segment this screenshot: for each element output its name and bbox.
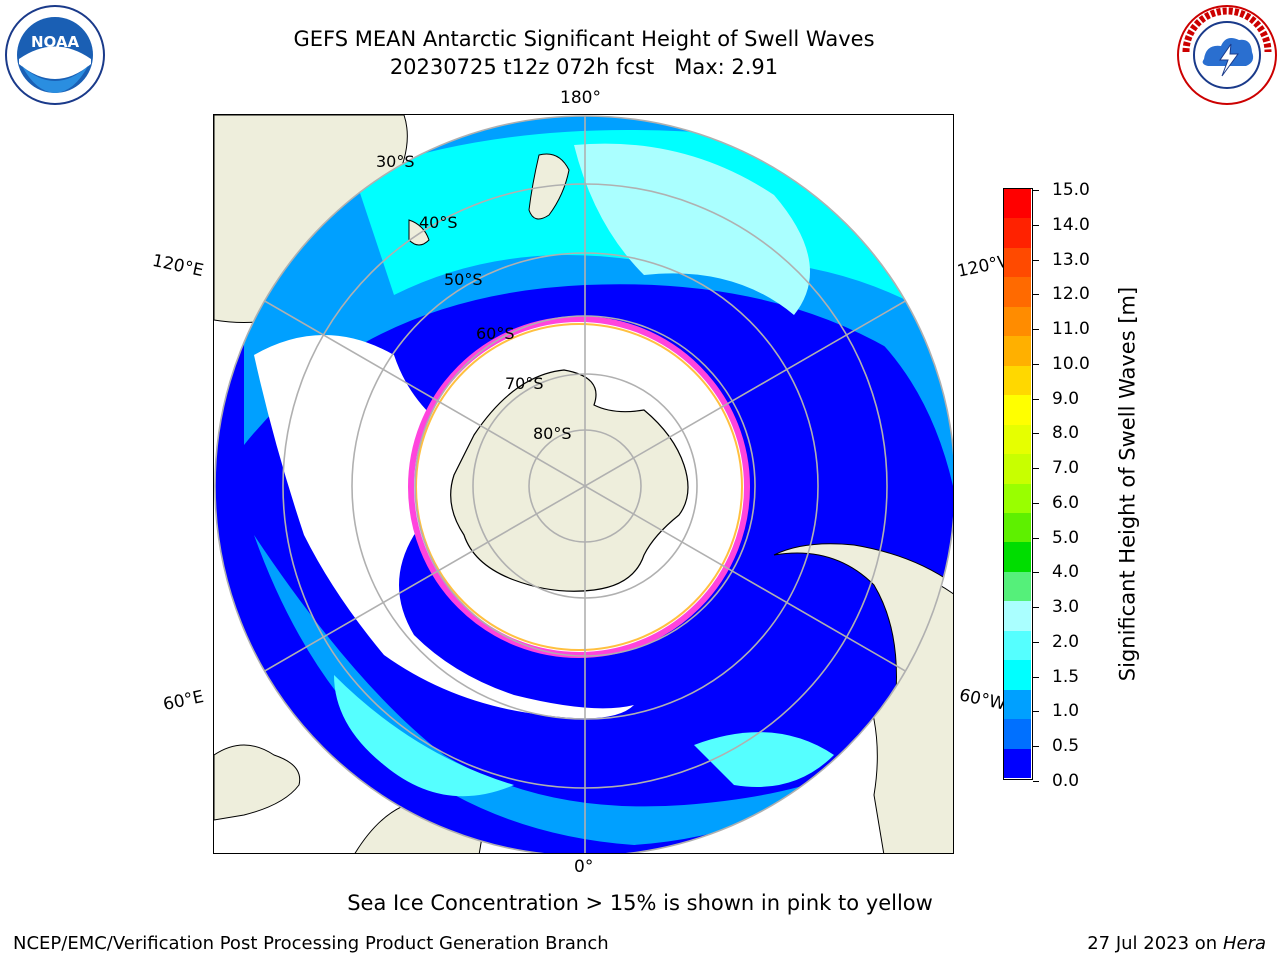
colorbar-segment [1004,571,1031,602]
colorbar-tick-mark [1033,363,1039,365]
colorbar-tick-label: 9.0 [1052,388,1080,409]
colorbar-label: Significant Height of Swell Waves [m] [1115,286,1140,682]
lon-label-180: 180° [560,88,601,108]
colorbar-tick-mark [1033,781,1039,782]
noaa-logo-icon: NOAA [5,5,105,105]
lon-label-120e: 120°E [150,250,206,282]
colorbar-tick-mark [1033,746,1039,748]
colorbar-segment [1004,630,1031,661]
colorbar-tick-label: 4.0 [1052,562,1080,583]
colorbar-tick-label: 2.0 [1052,631,1080,652]
colorbar-segment [1004,365,1031,396]
colorbar-segment [1004,306,1031,337]
chart-title-line1: GEFS MEAN Antarctic Significant Height o… [293,27,875,51]
colorbar-segment [1004,454,1031,484]
lat-label-50s: 50°S [444,270,483,289]
colorbar-segment [1004,189,1031,219]
colorbar-segment [1004,395,1031,426]
svg-text:NOAA: NOAA [31,33,80,51]
colorbar-segment [1004,512,1031,543]
lon-label-60w: 60°W [957,685,1008,715]
colorbar-tick-mark [1033,190,1039,191]
colorbar-segment [1004,660,1031,691]
colorbar-segment [1004,247,1031,278]
colorbar-tick-label: 11.0 [1052,319,1090,340]
lat-label-80s: 80°S [533,424,572,443]
colorbar-segment [1004,689,1031,720]
colorbar-tick-mark [1033,572,1039,574]
colorbar [1003,188,1033,780]
lat-label-70s: 70°S [505,374,544,393]
colorbar-tick-mark [1033,259,1039,261]
colorbar-tick-mark [1033,711,1039,713]
colorbar-tick-mark [1033,607,1039,609]
colorbar-segment [1004,748,1031,779]
host-name: Hera [1222,933,1266,954]
lat-label-30s: 30°S [376,152,415,171]
colorbar-tick-mark [1033,502,1039,504]
lon-label-60e: 60°E [161,686,206,716]
sea-ice-footnote: Sea Ice Concentration > 15% is shown in … [347,891,933,915]
colorbar-segment [1004,719,1031,750]
colorbar-tick-label: 7.0 [1052,458,1080,479]
lon-label-0: 0° [574,857,594,877]
colorbar-segment [1004,542,1031,573]
colorbar-segment [1004,336,1031,367]
colorbar-tick-label: 0.5 [1052,736,1080,757]
colorbar-tick-label: 0.0 [1052,771,1080,791]
credit-text: NCEP/EMC/Verification Post Processing Pr… [13,933,609,954]
colorbar-tick-mark [1033,468,1039,470]
colorbar-tick-label: 1.0 [1052,701,1080,722]
colorbar-tick-label: 6.0 [1052,492,1080,513]
chart-title-line2: 20230725 t12z 072h fcst Max: 2.91 [389,55,779,79]
colorbar-segment [1004,483,1031,514]
polar-map [213,114,954,854]
colorbar-tick-label: 5.0 [1052,527,1080,548]
colorbar-tick-label: 12.0 [1052,284,1090,305]
colorbar-tick-mark [1033,641,1039,643]
colorbar-tick-label: 10.0 [1052,353,1090,374]
colorbar-tick-mark [1033,329,1039,331]
lat-label-40s: 40°S [419,213,458,232]
colorbar-tick-label: 8.0 [1052,423,1080,444]
colorbar-tick-label: 15.0 [1052,180,1090,200]
colorbar-tick-mark [1033,224,1039,226]
colorbar-tick-mark [1033,294,1039,296]
date-stamp: 27 Jul 2023 on Hera [1087,933,1266,954]
colorbar-segment [1004,277,1031,308]
colorbar-segment [1004,424,1031,455]
lat-label-60s: 60°S [476,324,515,343]
date-text: 27 Jul 2023 on [1087,933,1223,954]
colorbar-tick-label: 1.5 [1052,666,1080,687]
colorbar-segment [1004,601,1031,632]
colorbar-tick-label: 3.0 [1052,597,1080,618]
colorbar-tick-label: 13.0 [1052,249,1090,270]
colorbar-tick-label: 14.0 [1052,214,1090,235]
colorbar-segment [1004,218,1031,249]
colorbar-tick-mark [1033,537,1039,539]
colorbar-tick-mark [1033,676,1039,678]
colorbar-tick-mark [1033,433,1039,435]
colorbar-tick-mark [1033,398,1039,400]
nws-logo-icon [1177,5,1277,105]
